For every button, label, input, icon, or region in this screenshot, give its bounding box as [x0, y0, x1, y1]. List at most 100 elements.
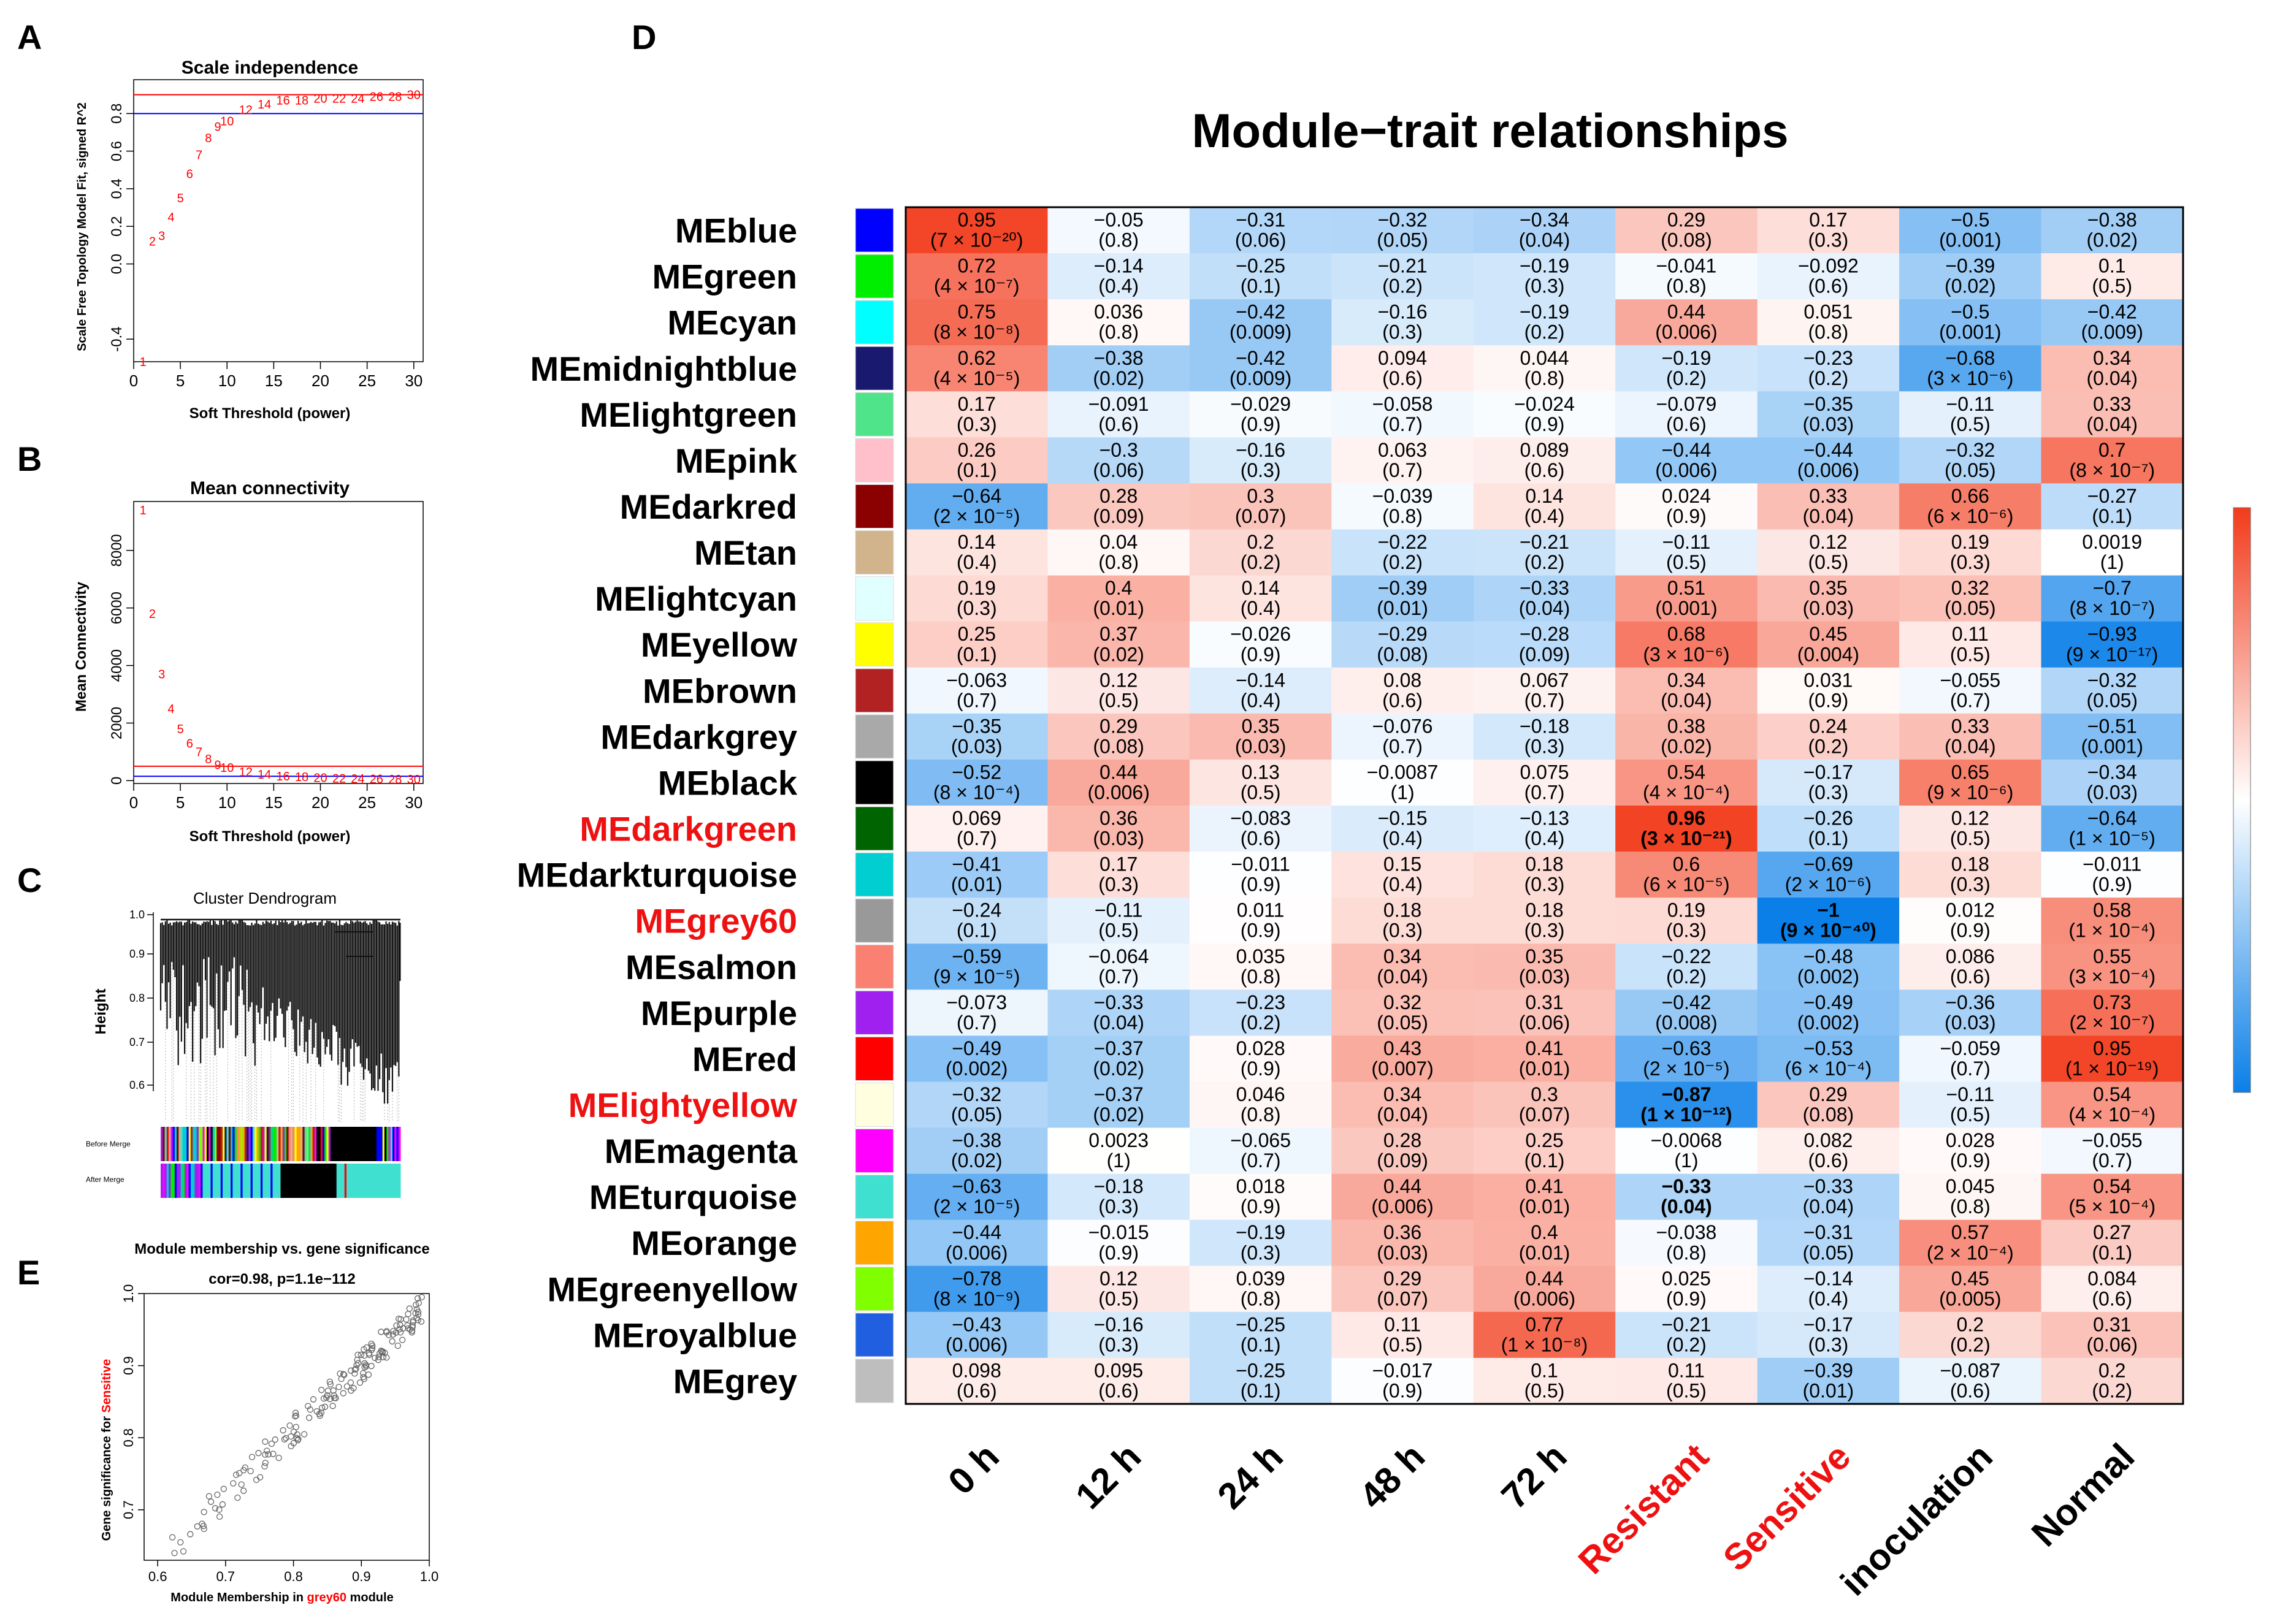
- heatmap-cell: [1757, 1357, 1900, 1405]
- heatmap-cell: [1757, 345, 1900, 392]
- module-color-before: [250, 1127, 253, 1161]
- module-color-before: [288, 1127, 291, 1161]
- cell-correlation: −0.5: [1951, 301, 1989, 323]
- heatmap-cell: [1757, 529, 1900, 576]
- cell-correlation: −0.25: [1236, 255, 1285, 277]
- heatmap-cell: [1615, 1219, 1758, 1267]
- heatmap-cell: [906, 1357, 1048, 1405]
- cell-correlation: −0.055: [2082, 1129, 2143, 1151]
- gene-point: [230, 1480, 237, 1487]
- module-color-after: [228, 1164, 231, 1198]
- cell-pvalue: (0.03): [1377, 1241, 1428, 1264]
- cell-pvalue: (9 × 10⁻⁵): [933, 966, 1020, 988]
- cell-pvalue: (0.008): [1655, 1012, 1717, 1034]
- heatmap-cell: [1757, 1127, 1900, 1175]
- y-tick-label: 2000: [109, 707, 125, 739]
- cell-correlation: −0.38: [2087, 209, 2137, 231]
- module-color-before: [258, 1127, 261, 1161]
- module-color-before: [300, 1127, 303, 1161]
- y-tick-label: 0.2: [109, 216, 125, 237]
- module-color-before: [223, 1127, 225, 1161]
- gene-point: [418, 1294, 425, 1301]
- module-color-after: [250, 1164, 253, 1198]
- heatmap-cell: [1189, 989, 1332, 1036]
- module-label: MEgreen: [652, 257, 798, 296]
- heatmap-cell: [1473, 437, 1616, 484]
- module-color-after: [318, 1164, 321, 1198]
- heatmap-cell: [1615, 621, 1758, 668]
- heatmap-cell: [1331, 621, 1474, 668]
- cell-pvalue: (9 × 10⁻¹⁷): [2066, 643, 2158, 665]
- cell-correlation: 0.62: [958, 347, 996, 369]
- heatmap-cell: [906, 806, 1048, 852]
- module-color-before: [268, 1127, 271, 1161]
- heatmap-cell: [1189, 621, 1332, 668]
- heatmap-cell: [1615, 944, 1758, 990]
- cell-correlation: −0.017: [1372, 1359, 1433, 1381]
- cell-correlation: −0.53: [1803, 1037, 1853, 1059]
- cell-pvalue: (0.8): [1524, 367, 1565, 389]
- module-color-before: [346, 1127, 349, 1161]
- heatmap-cell: [1331, 391, 1474, 438]
- panel-c-ytick-0-7: 0.7: [129, 1036, 145, 1048]
- cell-correlation: 0.7: [2098, 439, 2125, 461]
- gene-point: [341, 1371, 348, 1378]
- cell-pvalue: (0.002): [1797, 1012, 1859, 1034]
- cell-pvalue: (0.1): [1808, 828, 1848, 850]
- x-tick-label: 30: [405, 372, 423, 390]
- cell-pvalue: (0.3): [1524, 874, 1565, 896]
- cell-pvalue: (0.006): [1655, 459, 1717, 481]
- cell-correlation: −0.44: [1803, 439, 1853, 461]
- gene-point: [207, 1498, 215, 1505]
- cell-correlation: 0.29: [1383, 1267, 1421, 1289]
- heatmap-cell: [1047, 1265, 1190, 1313]
- panel-c-title: Cluster Dendrogram: [193, 889, 337, 907]
- heatmap-cell: [1899, 1357, 2042, 1405]
- module-color-before: [376, 1127, 379, 1161]
- module-color-after: [182, 1164, 185, 1198]
- cell-pvalue: (0.9): [1382, 1379, 1423, 1401]
- cell-pvalue: (0.4): [1098, 275, 1139, 297]
- heatmap-cell: [1047, 437, 1190, 484]
- heatmap-cell: [1331, 1219, 1474, 1267]
- cell-pvalue: (0.9): [1241, 643, 1281, 665]
- module-color-before: [336, 1127, 339, 1161]
- cell-pvalue: (0.08): [1093, 735, 1144, 757]
- heatmap-cell: [1331, 713, 1474, 760]
- module-label: MEroyalblue: [593, 1316, 797, 1354]
- x-tick-label: 0.8: [284, 1569, 303, 1584]
- gene-point: [214, 1492, 221, 1498]
- heatmap-cell: [1189, 759, 1332, 806]
- power-point-label: 14: [258, 98, 271, 112]
- heatmap-cell: [1189, 944, 1332, 990]
- module-color-before: [324, 1127, 327, 1161]
- cell-correlation: 0.6: [1673, 853, 1700, 875]
- power-point-label: 20: [313, 93, 327, 106]
- heatmap-cell: [1473, 207, 1616, 254]
- heatmap-cell: [2041, 299, 2184, 346]
- cell-pvalue: (0.3): [957, 413, 997, 435]
- cell-pvalue: (0.4): [1524, 828, 1565, 850]
- heatmap-cell: [1615, 253, 1758, 300]
- gene-point: [378, 1329, 384, 1335]
- plot-frame: [143, 1293, 430, 1561]
- cell-correlation: 0.29: [1667, 209, 1705, 231]
- cell-correlation: −0.11: [1095, 899, 1143, 921]
- gene-point: [392, 1329, 400, 1336]
- heatmap-cell: [1757, 575, 1900, 622]
- cell-correlation: −0.27: [2087, 485, 2137, 507]
- cell-pvalue: (0.001): [1939, 321, 2001, 343]
- cell-correlation: −0.039: [1372, 485, 1433, 507]
- gene-point: [265, 1451, 272, 1458]
- module-color-after: [356, 1164, 359, 1198]
- heatmap-cell: [1615, 345, 1758, 392]
- cell-pvalue: (0.04): [1803, 505, 1854, 527]
- cell-correlation: −0.18: [1520, 715, 1569, 737]
- module-color-after: [358, 1164, 361, 1198]
- module-color-swatch: [855, 208, 894, 253]
- heatmap-cell: [1047, 852, 1190, 898]
- heatmap-cell: [1473, 989, 1616, 1036]
- module-color-before: [247, 1127, 249, 1161]
- module-color-before: [280, 1127, 283, 1161]
- module-label: MEdarkgreen: [579, 810, 797, 848]
